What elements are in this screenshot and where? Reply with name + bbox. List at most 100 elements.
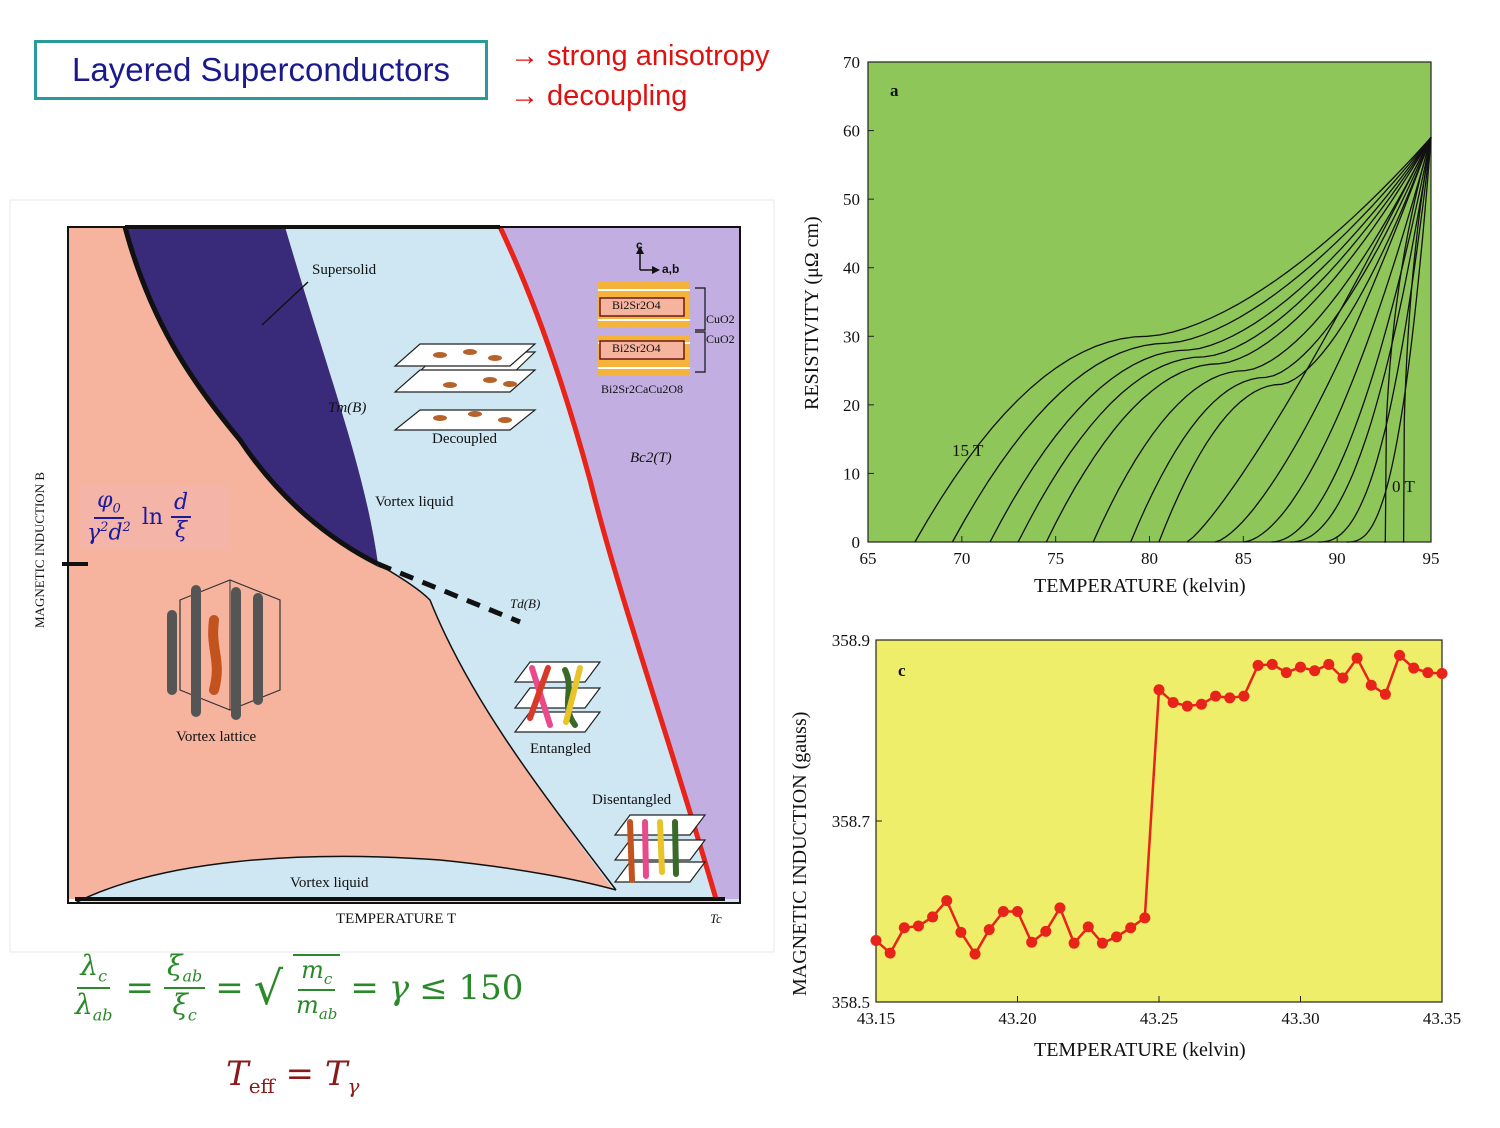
chart-c-point xyxy=(1436,667,1448,679)
chart-c-point xyxy=(1295,661,1306,673)
induction-chart: 43.15 43.20 43.25 43.30 43.35 358.5 358.7 358.9… xyxy=(789,631,1461,1061)
slide-title: Layered Superconductors xyxy=(34,40,488,100)
chart-c-point xyxy=(1337,672,1349,684)
chart-c-panel-label: c xyxy=(898,661,906,680)
chart-c-point xyxy=(927,911,939,923)
chart-a-ytick: 0 xyxy=(852,533,861,552)
chart-a-xlabel: TEMPERATURE (kelvin) xyxy=(1034,575,1246,597)
chart-c-point xyxy=(1309,665,1321,677)
label-vortex-liquid-lower: Vortex liquid xyxy=(290,875,369,891)
chart-a-curve xyxy=(1243,137,1432,543)
label-entangled: Entangled xyxy=(530,741,591,757)
melting-line xyxy=(122,226,380,567)
chart-c-point xyxy=(1195,698,1207,710)
chart-a-xtick: 90 xyxy=(1329,549,1346,568)
region-supersolid xyxy=(125,227,378,564)
chart-c-xtick: 43.25 xyxy=(1140,1009,1178,1028)
chart-c-ytick: 358.9 xyxy=(832,631,870,650)
chart-c-point xyxy=(1068,937,1080,949)
region-liquid xyxy=(285,227,716,899)
y-axis-label: MAGNETIC INDUCTION B xyxy=(32,472,47,628)
label-decoupling-curve: Td(B) xyxy=(510,596,541,611)
chart-a-ytick: 40 xyxy=(843,259,860,278)
chart-a-ylabel: RESISTIVITY (μΩ cm) xyxy=(801,216,823,410)
chart-c-point xyxy=(1139,912,1151,924)
crystal-axis-c: c xyxy=(636,238,643,252)
label-melting-curve: Tm(B) xyxy=(328,400,367,416)
chart-c-point xyxy=(1422,667,1434,679)
chart-c-point xyxy=(983,924,995,936)
chart-a-curve xyxy=(1271,137,1432,543)
chart-c-point xyxy=(955,926,967,938)
chart-c-point xyxy=(912,920,924,932)
chart-c-point xyxy=(1026,936,1038,948)
chart-c-point xyxy=(1096,937,1108,949)
entangled-icon xyxy=(513,661,602,733)
chart-c-point xyxy=(969,948,981,960)
label-vortex-lattice: Vortex lattice xyxy=(176,729,257,745)
chart-c-ytick: 358.5 xyxy=(832,993,870,1012)
chart-c-point xyxy=(1252,659,1264,671)
chart-c-xtick: 43.20 xyxy=(998,1009,1036,1028)
chart-c-point xyxy=(1125,922,1137,934)
chart-a-curve xyxy=(1402,137,1432,543)
chart-c-point xyxy=(1280,667,1292,679)
chart-c-point xyxy=(1082,921,1094,933)
disentangled-icon xyxy=(613,814,707,883)
decoupled-icon xyxy=(393,343,537,431)
chart-c-point xyxy=(1365,679,1377,691)
chart-c-point xyxy=(1408,662,1420,674)
chart-c-point xyxy=(1210,690,1222,702)
region-liquid-lower xyxy=(75,856,740,903)
teff-equation: Teff = Tγ xyxy=(226,1054,360,1098)
chart-c-point xyxy=(1238,690,1250,702)
chart-c-xtick: 43.30 xyxy=(1281,1009,1319,1028)
chart-c-point xyxy=(898,922,910,934)
chart-c-point xyxy=(1111,931,1123,943)
crystal-layer-2: Bi2Sr2O4 xyxy=(612,341,661,355)
chart-a-curve xyxy=(1384,137,1432,543)
chart-a-curve xyxy=(989,137,1432,543)
anisotropy-equation: λc λab = ξab ξc = √ mc mab = γ ≤ 150 xyxy=(75,949,524,1025)
chart-a-ytick: 70 xyxy=(843,53,860,72)
chart-a-xtick: 70 xyxy=(953,549,970,568)
chart-c-point xyxy=(884,947,896,959)
chart-a-ytick: 20 xyxy=(843,396,860,415)
chart-a-curve xyxy=(914,136,1432,543)
chart-a-curve xyxy=(1290,137,1432,543)
chart-a-curve xyxy=(1017,137,1432,543)
chart-c-point xyxy=(1224,692,1236,704)
crystal-structure xyxy=(598,246,706,375)
chart-c-xtick: 43.35 xyxy=(1423,1009,1461,1028)
crystal-cuo2-b: CuO2 xyxy=(706,332,735,346)
chart-a-panel-label: a xyxy=(890,81,899,100)
chart-a-curve xyxy=(1214,137,1432,543)
chart-a-ytick: 30 xyxy=(843,327,860,346)
chart-a-annot-15t: 15 T xyxy=(952,441,984,460)
x-axis-label: TEMPERATURE T xyxy=(336,911,457,927)
chart-a-xtick: 95 xyxy=(1423,549,1440,568)
chart-a-xtick: 65 xyxy=(860,549,877,568)
decoupling-line xyxy=(377,561,521,625)
bullet-decoupling: → decoupling xyxy=(510,80,688,112)
chart-c-point xyxy=(1351,652,1363,664)
label-disentangled: Disentangled xyxy=(592,792,672,808)
chart-a-plot-area xyxy=(868,62,1431,542)
chart-a-curve xyxy=(951,136,1432,543)
chart-a-curve xyxy=(1130,137,1432,543)
chart-c-point xyxy=(1394,649,1406,661)
vortex-lattice-icon xyxy=(167,579,281,720)
chart-c-ylabel: MAGNETIC INDUCTION (gauss) xyxy=(789,712,811,996)
crystal-axis-ab: a,b xyxy=(662,262,680,276)
chart-c-point xyxy=(1054,902,1066,914)
chart-c-point xyxy=(1153,684,1165,696)
crystal-compound: Bi2Sr2CaCu2O8 xyxy=(601,382,684,396)
chart-a-ytick: 50 xyxy=(843,190,860,209)
chart-c-point xyxy=(941,895,953,907)
region-normal xyxy=(500,227,740,899)
bc2-line xyxy=(497,225,719,900)
chart-c-point xyxy=(1012,906,1023,917)
chart-c-xtick: 43.15 xyxy=(857,1009,895,1028)
label-bc2-curve: Bc2(T) xyxy=(630,450,672,466)
